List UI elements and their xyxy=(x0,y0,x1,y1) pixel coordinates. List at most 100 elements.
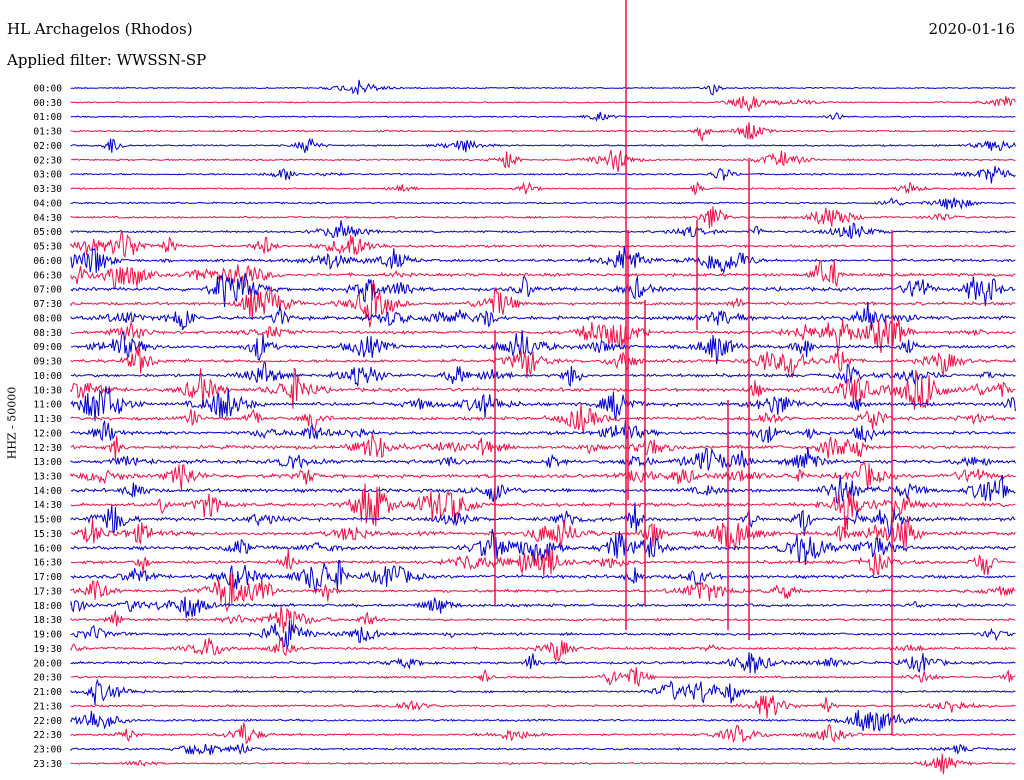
row-time-label: 08:00 xyxy=(33,313,62,324)
row-time-label: 00:00 xyxy=(33,84,62,95)
row-time-label: 03:30 xyxy=(33,184,62,195)
trace-row xyxy=(70,181,1016,196)
trace-row xyxy=(70,301,1016,331)
trace-row xyxy=(70,433,1016,460)
row-time-label: 17:00 xyxy=(33,572,62,583)
row-time-label: 04:00 xyxy=(33,198,62,209)
trace-row xyxy=(70,229,1016,259)
row-time-label: 19:00 xyxy=(33,630,62,641)
row-time-label: 18:00 xyxy=(33,601,62,612)
trace-row xyxy=(70,605,1016,633)
trace-row xyxy=(70,149,1016,173)
row-time-label: 00:30 xyxy=(33,98,62,109)
trace-row xyxy=(70,743,1016,756)
row-time-label: 03:00 xyxy=(33,170,62,181)
trace-row xyxy=(70,79,1016,96)
row-time-label: 01:30 xyxy=(33,127,62,138)
trace-row xyxy=(70,111,1016,122)
trace-row xyxy=(70,596,1016,618)
trace-row xyxy=(70,220,1016,239)
station-title: HL Archagelos (Rhodos) xyxy=(7,20,193,38)
trace-row xyxy=(70,367,1016,410)
trace-row xyxy=(70,246,1016,275)
trace-row xyxy=(70,460,1016,491)
row-time-label: 09:30 xyxy=(33,357,62,368)
trace-row xyxy=(70,419,1016,444)
trace-row xyxy=(70,165,1016,184)
row-time-label: 20:30 xyxy=(33,673,62,684)
trace-row xyxy=(70,722,1016,745)
row-time-label: 22:30 xyxy=(33,730,62,741)
row-time-label: 23:00 xyxy=(33,745,62,756)
row-time-label: 11:30 xyxy=(33,414,62,425)
row-time-label: 12:30 xyxy=(33,443,62,454)
row-time-label: 10:00 xyxy=(33,371,62,382)
row-time-label: 12:00 xyxy=(33,428,62,439)
row-time-label: 16:00 xyxy=(33,543,62,554)
row-time-label: 20:00 xyxy=(33,658,62,669)
row-time-label: 07:00 xyxy=(33,285,62,296)
row-time-label: 06:00 xyxy=(33,256,62,267)
trace-row xyxy=(70,652,1016,674)
trace-row xyxy=(70,317,1016,354)
trace-row xyxy=(70,403,1016,435)
row-time-label: 07:30 xyxy=(33,299,62,310)
trace-row xyxy=(70,502,1016,538)
row-time-label: 02:00 xyxy=(33,141,62,152)
trace-row xyxy=(70,259,1016,291)
trace-row xyxy=(70,361,1016,388)
row-time-label: 10:30 xyxy=(33,385,62,396)
row-time-label: 18:30 xyxy=(33,615,62,626)
trace-row xyxy=(70,619,1016,650)
trace-row xyxy=(70,709,1016,732)
row-time-label: 17:30 xyxy=(33,586,62,597)
trace-row xyxy=(70,280,1016,328)
trace-row xyxy=(70,695,1016,719)
row-time-label: 23:30 xyxy=(33,759,62,770)
trace-row xyxy=(70,753,1016,775)
trace-row xyxy=(70,572,1016,613)
trace-row xyxy=(70,637,1016,662)
row-time-label: 21:00 xyxy=(33,687,62,698)
row-time-label: 02:30 xyxy=(33,155,62,166)
trace-row xyxy=(70,96,1016,113)
row-time-label: 05:00 xyxy=(33,227,62,238)
row-time-label: 11:00 xyxy=(33,400,62,411)
filter-label: Applied filter: WWSSN-SP xyxy=(7,51,207,69)
trace-row xyxy=(70,272,1016,308)
row-time-label: 13:00 xyxy=(33,457,62,468)
row-time-label: 19:30 xyxy=(33,644,62,655)
trace-row xyxy=(70,330,1016,364)
record-date: 2020-01-16 xyxy=(928,20,1015,38)
row-time-label: 09:00 xyxy=(33,342,62,353)
row-time-label: 04:30 xyxy=(33,213,62,224)
row-time-label: 21:30 xyxy=(33,701,62,712)
row-time-label: 22:00 xyxy=(33,716,62,727)
trace-row xyxy=(70,474,1016,505)
row-time-label: 01:00 xyxy=(33,112,62,123)
trace-row xyxy=(70,559,1016,594)
row-time-label: 14:30 xyxy=(33,500,62,511)
trace-row xyxy=(70,483,1016,534)
row-time-label: 08:30 xyxy=(33,328,62,339)
trace-row xyxy=(70,546,1016,577)
trace-row xyxy=(70,528,1016,566)
trace-row xyxy=(70,197,1016,210)
row-time-label: 13:30 xyxy=(33,471,62,482)
row-time-label: 05:30 xyxy=(33,242,62,253)
row-time-label: 06:30 xyxy=(33,270,62,281)
row-time-label: 15:00 xyxy=(33,515,62,526)
row-time-label: 14:00 xyxy=(33,486,62,497)
row-time-label: 15:30 xyxy=(33,529,62,540)
row-time-label: 16:30 xyxy=(33,558,62,569)
trace-row xyxy=(70,137,1016,154)
trace-row xyxy=(70,206,1016,229)
trace-row xyxy=(70,666,1016,687)
trace-row xyxy=(70,446,1016,471)
trace-row xyxy=(70,121,1016,142)
trace-row xyxy=(70,678,1016,706)
trace-row xyxy=(70,341,1016,379)
trace-row xyxy=(70,515,1016,552)
trace-row xyxy=(70,386,1016,422)
